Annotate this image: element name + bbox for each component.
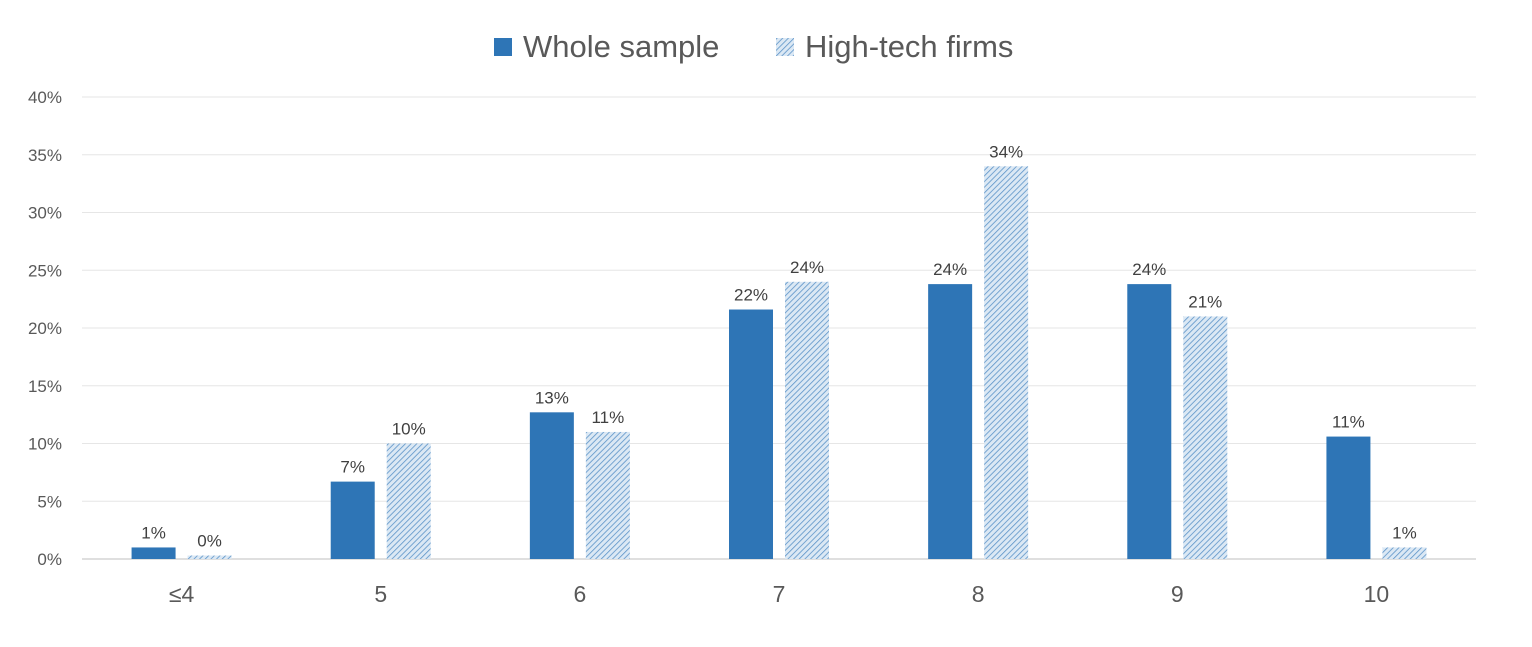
- bar-high-tech-firms: [187, 555, 232, 559]
- x-tick-label: ≤4: [169, 581, 195, 607]
- data-label: 21%: [1188, 292, 1222, 311]
- y-tick-label: 0%: [37, 550, 62, 569]
- y-tick-label: 30%: [28, 204, 62, 223]
- x-tick-label: 6: [573, 581, 586, 607]
- y-tick-label: 10%: [28, 435, 62, 454]
- x-tick-label: 9: [1171, 581, 1184, 607]
- data-label: 1%: [141, 523, 166, 542]
- gridlines: [82, 96, 1476, 560]
- data-label: 11%: [1332, 413, 1365, 432]
- legend: Whole sample High-tech firms: [494, 29, 1013, 64]
- legend-swatch-whole-sample: [494, 38, 512, 56]
- x-tick-label: 7: [773, 581, 786, 607]
- legend-swatch-high-tech-firms: [776, 38, 794, 56]
- legend-label: High-tech firms: [805, 29, 1013, 64]
- y-tick-label: 20%: [28, 319, 62, 338]
- x-tick-label: 10: [1364, 581, 1390, 607]
- data-labels: 1% 0% 7% 10% 13% 11% 22% 24% 24% 34% 24% 21% 11% 1%: [141, 142, 1416, 550]
- data-label: 13%: [535, 388, 569, 407]
- y-axis-tick-labels: 0% 5% 10% 15% 20% 25% 30% 35% 40%: [28, 88, 62, 569]
- data-label: 0%: [197, 532, 222, 551]
- data-label: 10%: [392, 420, 426, 439]
- bar-high-tech-firms: [1382, 547, 1427, 559]
- data-label: 11%: [591, 408, 624, 427]
- bar-whole-sample: [529, 412, 574, 559]
- bar-high-tech-firms: [1183, 316, 1228, 559]
- data-label: 22%: [734, 286, 768, 305]
- y-tick-label: 5%: [37, 492, 62, 511]
- data-label: 7%: [340, 458, 365, 477]
- y-tick-label: 40%: [28, 88, 62, 107]
- legend-label: Whole sample: [523, 29, 719, 64]
- data-label: 24%: [790, 258, 824, 277]
- bars: [131, 166, 1427, 560]
- x-tick-label: 8: [972, 581, 985, 607]
- bar-whole-sample: [729, 309, 773, 559]
- x-axis-tick-labels: ≤4 5 6 7 8 9 10: [169, 581, 1389, 607]
- bar-whole-sample: [928, 284, 973, 559]
- y-tick-label: 25%: [28, 261, 62, 280]
- data-label: 24%: [933, 260, 967, 279]
- y-tick-label: 15%: [28, 377, 62, 396]
- x-tick-label: 5: [374, 581, 387, 607]
- bar-whole-sample: [131, 547, 176, 559]
- bar-whole-sample: [1127, 284, 1172, 559]
- bar-whole-sample: [330, 481, 375, 559]
- bar-high-tech-firms: [984, 166, 1029, 560]
- data-label: 24%: [1132, 260, 1166, 279]
- y-tick-label: 35%: [28, 146, 62, 165]
- bar-high-tech-firms: [386, 443, 431, 559]
- data-label: 1%: [1392, 523, 1417, 542]
- bar-whole-sample: [1326, 436, 1371, 559]
- data-label: 34%: [989, 142, 1023, 161]
- bar-high-tech-firms: [785, 281, 829, 559]
- bar-high-tech-firms: [585, 431, 630, 559]
